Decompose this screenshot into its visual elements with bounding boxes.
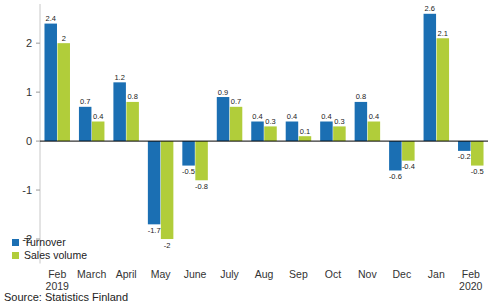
data-label: 0.3 [334, 117, 344, 126]
bar [355, 102, 368, 141]
bar [264, 126, 277, 141]
bar [286, 122, 299, 142]
chart: -2 -1 0 1 2 2.4 0.7 1.2 -1.7 -0.5 0.9 0.4 0.4 0.4 0.8 -… [0, 0, 493, 304]
data-label: 0.4 [321, 112, 331, 121]
x-tick-label: Jan [428, 268, 445, 280]
data-label: 0.7 [231, 97, 241, 106]
data-label: -0.4 [402, 162, 415, 171]
bar [424, 14, 437, 141]
data-label: 0.4 [287, 112, 297, 121]
bar [333, 126, 346, 141]
data-label: 0.8 [127, 92, 137, 101]
data-label: 2.4 [46, 14, 56, 23]
x-tick-label: Oct [325, 268, 341, 280]
bar [299, 136, 312, 141]
bar [251, 122, 264, 142]
x-tick-label: Feb2020 [459, 268, 483, 292]
data-label: 2.6 [425, 4, 435, 13]
x-tick-label: April [116, 268, 137, 280]
data-label: -0.2 [458, 152, 471, 161]
x-tick-label: June [184, 268, 207, 280]
bar [402, 141, 415, 161]
bar [230, 107, 243, 141]
legend-label: Turnover [24, 236, 66, 248]
data-label: 0.3 [265, 117, 275, 126]
legend-swatch [12, 252, 19, 259]
data-label: -1.7 [148, 226, 161, 235]
data-label: 0.1 [300, 127, 310, 136]
data-label: -0.8 [195, 182, 208, 191]
legend: TurnoverSales volume [12, 236, 87, 261]
bar [471, 141, 484, 165]
data-label: 2 [62, 34, 66, 43]
y-tick [36, 43, 40, 44]
bar [161, 141, 174, 239]
bar [79, 107, 92, 141]
y-tick [36, 92, 40, 93]
y-tick-label: 1 [26, 86, 32, 98]
bar [437, 38, 450, 141]
bar [182, 141, 195, 165]
data-label: -0.5 [471, 167, 484, 176]
data-label: 1.2 [114, 73, 124, 82]
data-label: -2 [164, 241, 171, 250]
data-label: 0.4 [252, 112, 262, 121]
y-tick-label: 2 [26, 37, 32, 49]
legend-label: Sales volume [24, 249, 87, 261]
bars [44, 14, 483, 239]
x-tick-label: July [220, 268, 239, 280]
data-label: 0.9 [218, 88, 228, 97]
legend-swatch [12, 239, 19, 246]
y-tick [36, 190, 40, 191]
data-label: 0.4 [93, 112, 103, 121]
x-tick-label: May [151, 268, 172, 280]
data-label: -0.5 [182, 167, 195, 176]
x-tick-label: Aug [255, 268, 274, 280]
bar [368, 122, 381, 142]
data-label: 0.8 [356, 92, 366, 101]
bar [458, 141, 471, 151]
bar [389, 141, 402, 170]
zero-line [40, 141, 488, 142]
bar [320, 122, 333, 142]
data-label: 0.4 [369, 112, 379, 121]
bar [92, 122, 105, 142]
bar [57, 43, 70, 141]
bar [195, 141, 208, 180]
x-tick-label: Feb2019 [46, 268, 70, 292]
bar [126, 102, 138, 141]
bar [148, 141, 161, 224]
y-tick [36, 141, 40, 142]
bar [113, 82, 126, 141]
y-tick-label: -1 [22, 184, 32, 196]
bar [217, 97, 230, 141]
source: Source: Statistics Finland [4, 291, 128, 303]
bar [44, 24, 57, 142]
x-tick-label: March [77, 268, 106, 280]
x-tick-label: Sep [289, 268, 308, 280]
data-label: 2.1 [438, 29, 448, 38]
x-tick-label: Dec [393, 268, 412, 280]
x-tick-label: Nov [358, 268, 377, 280]
data-label: 0.7 [80, 97, 90, 106]
y-tick-label: 0 [26, 135, 32, 147]
data-label: -0.6 [389, 172, 402, 181]
data-labels: 2.4 0.7 1.2 -1.7 -0.5 0.9 0.4 0.4 0.4 0.8 -0.6 2.6 -… [46, 4, 484, 249]
